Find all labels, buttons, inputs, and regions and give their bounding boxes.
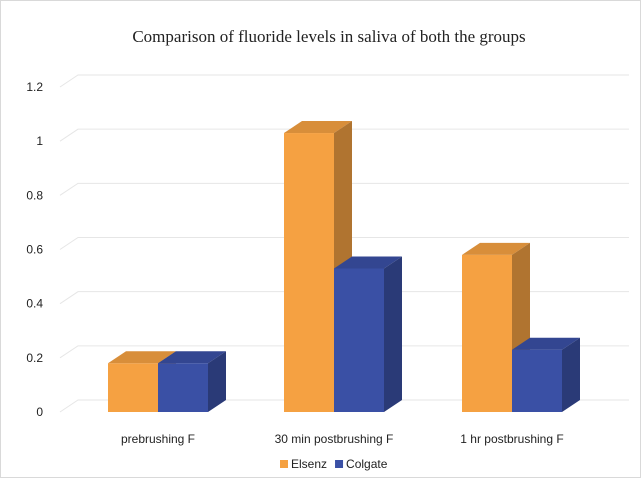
- bar-side-face: [384, 256, 402, 412]
- legend-swatch-colgate: [335, 460, 344, 468]
- legend: Elsenz Colgate: [280, 457, 388, 471]
- gridline-1: [59, 345, 629, 359]
- bar-top-face: [284, 121, 352, 134]
- bar-top-face: [334, 256, 402, 269]
- gridline-6: [59, 74, 629, 88]
- bar-top-face: [462, 242, 530, 255]
- bar-front-face: [108, 363, 158, 412]
- bar-top-face: [158, 351, 226, 364]
- bar-front-face: [334, 268, 384, 412]
- gridline-5: [59, 128, 629, 142]
- bar-top-face: [108, 351, 176, 364]
- bar-front-face: [512, 349, 562, 412]
- bar-front-face: [284, 133, 334, 412]
- gridline-2: [59, 291, 629, 305]
- bar-side-face: [562, 337, 580, 412]
- gridline-4: [59, 182, 629, 196]
- y-tick-label: 0.8: [26, 188, 43, 202]
- chart-title: Comparison of fluoride levels in saliva …: [132, 27, 525, 46]
- y-tick-label: 0.4: [26, 297, 43, 311]
- category-labels: prebrushing F 30 min postbrushing F 1 hr p…: [121, 432, 564, 446]
- bar-side-face: [208, 351, 226, 412]
- bar-colgate-1: [334, 256, 402, 412]
- y-tick-label: 0.6: [26, 243, 43, 257]
- y-tick-label: 1: [36, 134, 43, 148]
- y-tick-label: 0: [36, 405, 43, 419]
- category-label: 1 hr postbrushing F: [460, 432, 563, 446]
- category-label: prebrushing F: [121, 432, 195, 446]
- bar-front-face: [158, 363, 208, 412]
- y-tick-label: 0.2: [26, 351, 43, 365]
- gridline-3: [59, 237, 629, 250]
- y-axis-ticks: 0 0.2 0.4 0.6 0.8 1 1.2: [26, 80, 43, 419]
- bars: [108, 121, 580, 413]
- bar-colgate-0: [158, 351, 226, 412]
- gridlines: [59, 74, 629, 413]
- bar-front-face: [462, 254, 512, 412]
- bar-colgate-2: [512, 337, 580, 412]
- legend-label-colgate: Colgate: [346, 457, 388, 471]
- bar-top-face: [512, 337, 580, 350]
- gridline-0: [59, 399, 629, 413]
- legend-label-elsenz: Elsenz: [291, 457, 327, 471]
- legend-swatch-elsenz: [280, 460, 288, 468]
- y-tick-label: 1.2: [26, 80, 43, 94]
- category-label: 30 min postbrushing F: [275, 432, 394, 446]
